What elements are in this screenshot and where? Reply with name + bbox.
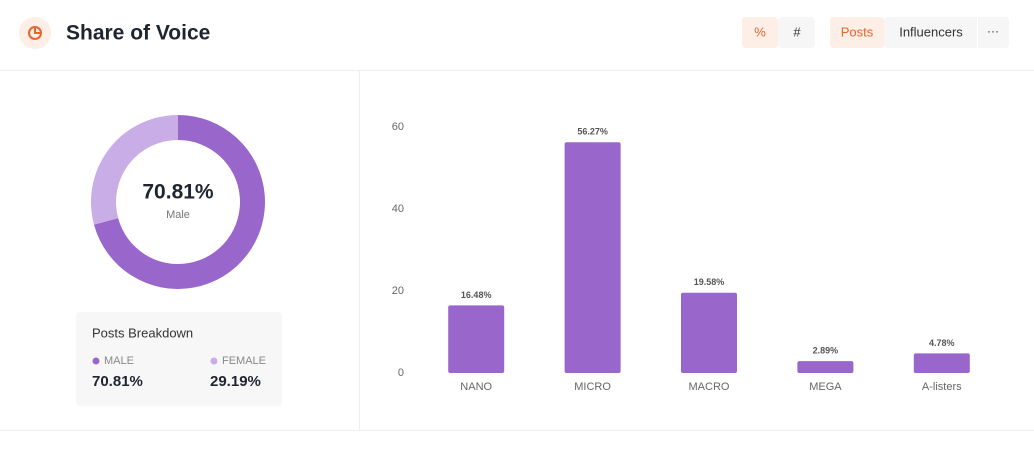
bar <box>448 305 505 373</box>
legend-value: 70.81% <box>92 373 143 390</box>
donut-segment <box>91 115 178 225</box>
x-tick-label: MEGA <box>809 381 842 393</box>
y-tick-label: 60 <box>392 121 404 133</box>
toggle-button[interactable] <box>778 17 815 48</box>
legend-label: MALE <box>104 355 134 367</box>
more-button[interactable]: ··· <box>987 24 999 38</box>
toggle-button[interactable] <box>742 17 778 48</box>
x-tick-label: MACRO <box>689 381 730 393</box>
bar-value-label: 56.27% <box>577 127 608 137</box>
toggle-label[interactable]: % <box>754 24 766 39</box>
donut-center-value: 70.81% <box>142 181 214 204</box>
view-button[interactable] <box>830 17 884 48</box>
donut-center-label: Male <box>166 209 190 221</box>
legend-label: FEMALE <box>222 355 266 367</box>
legend-title: Posts Breakdown <box>92 325 193 340</box>
y-tick-label: 40 <box>392 203 404 215</box>
bar <box>564 142 621 373</box>
title-icon-part <box>34 27 41 34</box>
bar <box>797 361 854 373</box>
view-label[interactable]: Influencers <box>899 24 963 39</box>
y-tick-label: 0 <box>398 367 404 379</box>
bar <box>681 292 737 373</box>
bar-value-label: 2.89% <box>813 346 839 356</box>
title: Share of Voice <box>66 22 210 45</box>
legend-dot <box>210 357 218 365</box>
x-tick-label: A-listers <box>922 381 962 393</box>
bar-value-label: 4.78% <box>929 338 955 348</box>
y-tick-label: 20 <box>392 285 404 297</box>
legend-box <box>76 312 282 406</box>
legend-dot <box>92 357 100 365</box>
bar-value-label: 19.58% <box>694 277 725 287</box>
view-label[interactable]: Posts <box>841 24 874 39</box>
x-tick-label: NANO <box>460 381 492 393</box>
bar <box>913 353 970 373</box>
x-tick-label: MICRO <box>574 381 611 393</box>
donut-segment <box>93 115 265 289</box>
legend-value: 29.19% <box>210 373 261 390</box>
toggle-label[interactable]: # <box>793 24 801 39</box>
bar-value-label: 16.48% <box>461 290 492 300</box>
